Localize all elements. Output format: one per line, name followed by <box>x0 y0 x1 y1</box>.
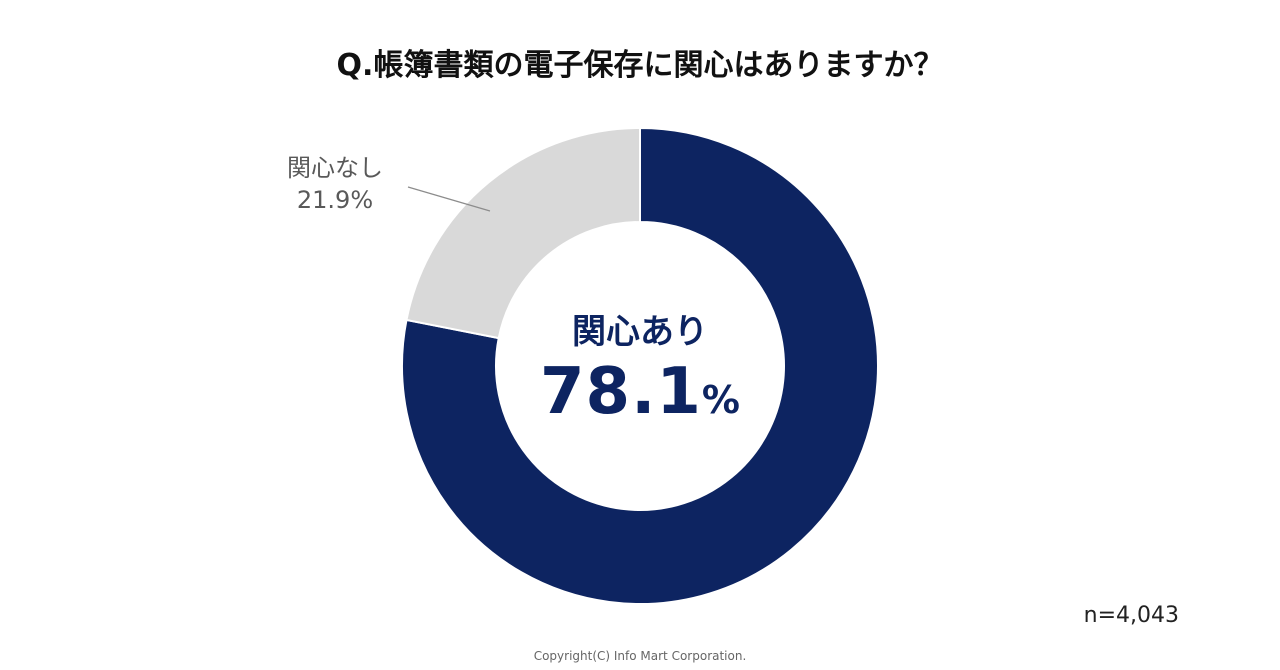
center-label: 関心あり 78.1% <box>540 310 740 438</box>
slice-label-none: 関心なし 21.9% <box>280 152 390 216</box>
slice-name-none: 関心なし <box>287 154 383 182</box>
percent-sign: % <box>701 378 741 422</box>
copyright-notice: Copyright(C) Info Mart Corporation. <box>533 649 747 663</box>
slice-name-yes: 関心あり <box>572 312 708 352</box>
sample-size: n=4,043 <box>1083 603 1179 628</box>
slice-value-yes: 78.1% <box>540 355 741 429</box>
slice-yes <box>401 126 879 605</box>
slice-none <box>405 126 641 340</box>
leader-line-none <box>407 186 491 212</box>
slice-value-none: 21.9% <box>296 186 374 214</box>
chart-title: Q.帳簿書類の電子保存に関心はありますか？ <box>336 48 944 83</box>
donut-slices <box>401 126 879 605</box>
